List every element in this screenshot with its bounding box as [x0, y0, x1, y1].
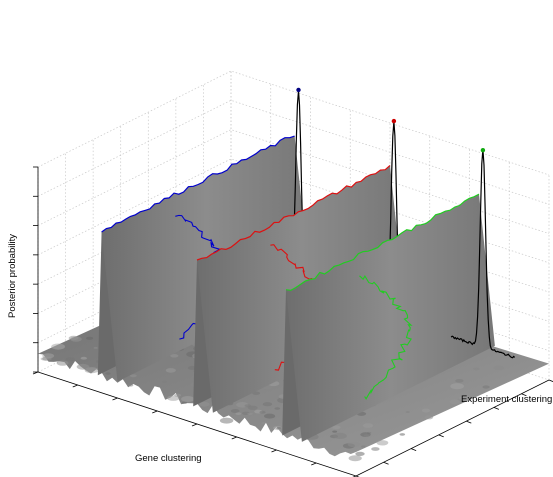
y-tick [521, 393, 527, 397]
surface-texture [65, 357, 75, 362]
peak-marker [480, 148, 486, 153]
surface-texture [252, 391, 260, 395]
surface-texture [261, 422, 266, 424]
surface-texture [493, 365, 504, 371]
surface-texture [76, 363, 90, 370]
surface-texture [182, 401, 187, 404]
surface-texture [459, 395, 471, 401]
surface-texture [360, 432, 371, 437]
y-tick [383, 461, 389, 465]
surface-texture [450, 383, 464, 390]
surface-texture [376, 440, 389, 446]
x-tick [231, 436, 237, 440]
surface-texture [199, 402, 210, 407]
surface-texture [51, 343, 65, 350]
surface-texture [455, 379, 464, 383]
grid-line [37, 70, 550, 176]
ridge-top-trace [196, 164, 391, 261]
surface-texture [259, 410, 266, 414]
x-tick [191, 423, 198, 427]
ridge-top-trace [285, 193, 480, 291]
surface-texture [129, 374, 137, 378]
surface-texture [105, 372, 111, 375]
surface-texture [342, 439, 351, 443]
surface-texture [333, 432, 347, 439]
surface-texture [424, 415, 434, 420]
y-tick [548, 379, 553, 383]
x-tick [352, 475, 357, 477]
surface-texture [80, 356, 88, 360]
y-axis-line [355, 379, 550, 477]
surface-texture [362, 423, 374, 428]
surface-texture [174, 393, 182, 397]
surface-texture [165, 368, 176, 373]
surface-texture [86, 336, 94, 340]
peak-marker [391, 118, 397, 124]
y-tick [466, 420, 472, 424]
surface-texture [348, 455, 362, 462]
x-axis-label: Gene clustering [135, 453, 202, 464]
surface-texture [449, 399, 461, 405]
surface-texture [473, 367, 480, 371]
surface-texture [332, 430, 338, 433]
grid-line [37, 99, 550, 205]
surface-texture [167, 395, 180, 401]
y-axis-label: Experiment clustering [461, 394, 552, 405]
surface-texture [127, 384, 134, 387]
surface-texture [181, 396, 195, 402]
surface-texture [68, 335, 79, 341]
surface-texture [170, 354, 179, 358]
surface-texture [264, 413, 276, 419]
surface-texture [482, 385, 490, 389]
x-tick [271, 449, 277, 453]
x-tick [112, 397, 118, 401]
surface-texture [230, 409, 240, 413]
axes [32, 166, 553, 477]
surface-texture [421, 408, 431, 413]
surface-ridges [97, 87, 516, 442]
z-axis-label: Posterior probability [7, 234, 18, 318]
x-tick [311, 462, 317, 466]
peak-marker [296, 87, 301, 93]
surface-texture [262, 402, 273, 407]
surface-texture [244, 404, 252, 408]
surface-texture [56, 360, 69, 366]
x-tick [152, 410, 158, 414]
grid-line [37, 129, 550, 234]
ridge-top-trace [101, 135, 295, 233]
y-tick [438, 434, 444, 438]
surface-texture [405, 411, 410, 413]
y-tick [355, 475, 360, 477]
surface-texture [347, 441, 361, 448]
surface-texture [247, 412, 253, 416]
surface-texture [371, 447, 380, 451]
surface-texture [93, 346, 98, 349]
surface-texture [84, 367, 99, 374]
x-tick [72, 384, 78, 388]
surface-texture [355, 451, 365, 456]
surface-texture [219, 417, 234, 424]
surface-texture [235, 412, 242, 416]
surface-texture [161, 380, 167, 383]
marginal-profile [359, 275, 413, 400]
surface-texture [42, 353, 55, 359]
surface-texture [399, 433, 406, 436]
surface-texture [274, 407, 281, 410]
y-tick [410, 448, 417, 451]
surface-texture [361, 445, 366, 448]
surface-texture [276, 427, 282, 430]
ridge-face-right [286, 194, 495, 442]
y-tick [493, 407, 500, 410]
